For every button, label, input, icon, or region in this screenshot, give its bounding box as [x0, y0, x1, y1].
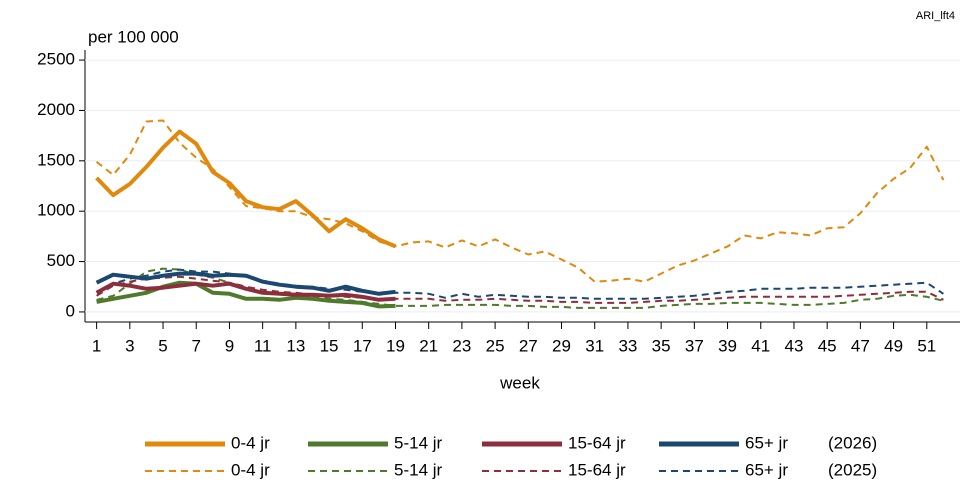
legend-year: (2026) [828, 433, 877, 452]
x-tick-label: 11 [254, 336, 272, 355]
legend-label: 0-4 jr [231, 433, 270, 452]
y-tick-label: 1000 [37, 201, 75, 220]
x-tick-label: 45 [818, 336, 837, 355]
x-tick-label: 15 [320, 336, 339, 355]
x-tick-label: 13 [286, 336, 305, 355]
solid-line [95, 129, 397, 249]
solid-line [96, 280, 396, 309]
x-tick-label: 5 [158, 336, 167, 355]
x-tick-label: 29 [552, 336, 571, 355]
x-tick-label: 9 [225, 336, 234, 355]
y-tick-label: 2500 [37, 50, 75, 69]
y-axis-label: per 100 000 [88, 27, 179, 46]
x-tick-label: 19 [386, 336, 405, 355]
legend-label: 0-4 jr [231, 460, 270, 479]
x-tick-label: 47 [851, 336, 870, 355]
legend-year: (2025) [828, 460, 877, 479]
dashed-line [95, 119, 945, 283]
x-tick-label: 43 [785, 336, 804, 355]
legend-label: 65+ jr [745, 433, 788, 452]
x-tick-label: 49 [884, 336, 903, 355]
x-tick-label: 37 [685, 336, 704, 355]
y-tick-label: 500 [47, 251, 75, 270]
dashed-line [96, 267, 944, 309]
x-tick-label: 27 [519, 336, 538, 355]
corner-note: ARI_lft4 [916, 10, 955, 22]
solid-line [95, 281, 396, 302]
x-tick-label: 39 [718, 336, 737, 355]
x-tick-label: 51 [917, 336, 936, 355]
x-axis-label: week [499, 373, 540, 392]
x-tick-label: 41 [751, 336, 770, 355]
x-tick-label: 7 [192, 336, 201, 355]
y-tick-label: 2000 [37, 100, 75, 119]
legend-label: 15-64 jr [568, 460, 626, 479]
x-tick-label: 35 [652, 336, 671, 355]
legend-label: 5-14 jr [394, 460, 443, 479]
x-tick-label: 21 [419, 336, 438, 355]
y-tick-label: 0 [66, 301, 75, 320]
legend-label: 65+ jr [745, 460, 788, 479]
x-tick-label: 3 [125, 336, 134, 355]
x-tick-label: 25 [486, 336, 505, 355]
x-tick-label: 17 [353, 336, 372, 355]
x-tick-label: 31 [585, 336, 604, 355]
solid-line [95, 271, 396, 296]
legend-label: 5-14 jr [394, 433, 443, 452]
x-tick-label: 1 [92, 336, 101, 355]
x-tick-label: 33 [618, 336, 637, 355]
y-tick-label: 1500 [37, 150, 75, 169]
legend-label: 15-64 jr [568, 433, 626, 452]
x-tick-label: 23 [452, 336, 471, 355]
